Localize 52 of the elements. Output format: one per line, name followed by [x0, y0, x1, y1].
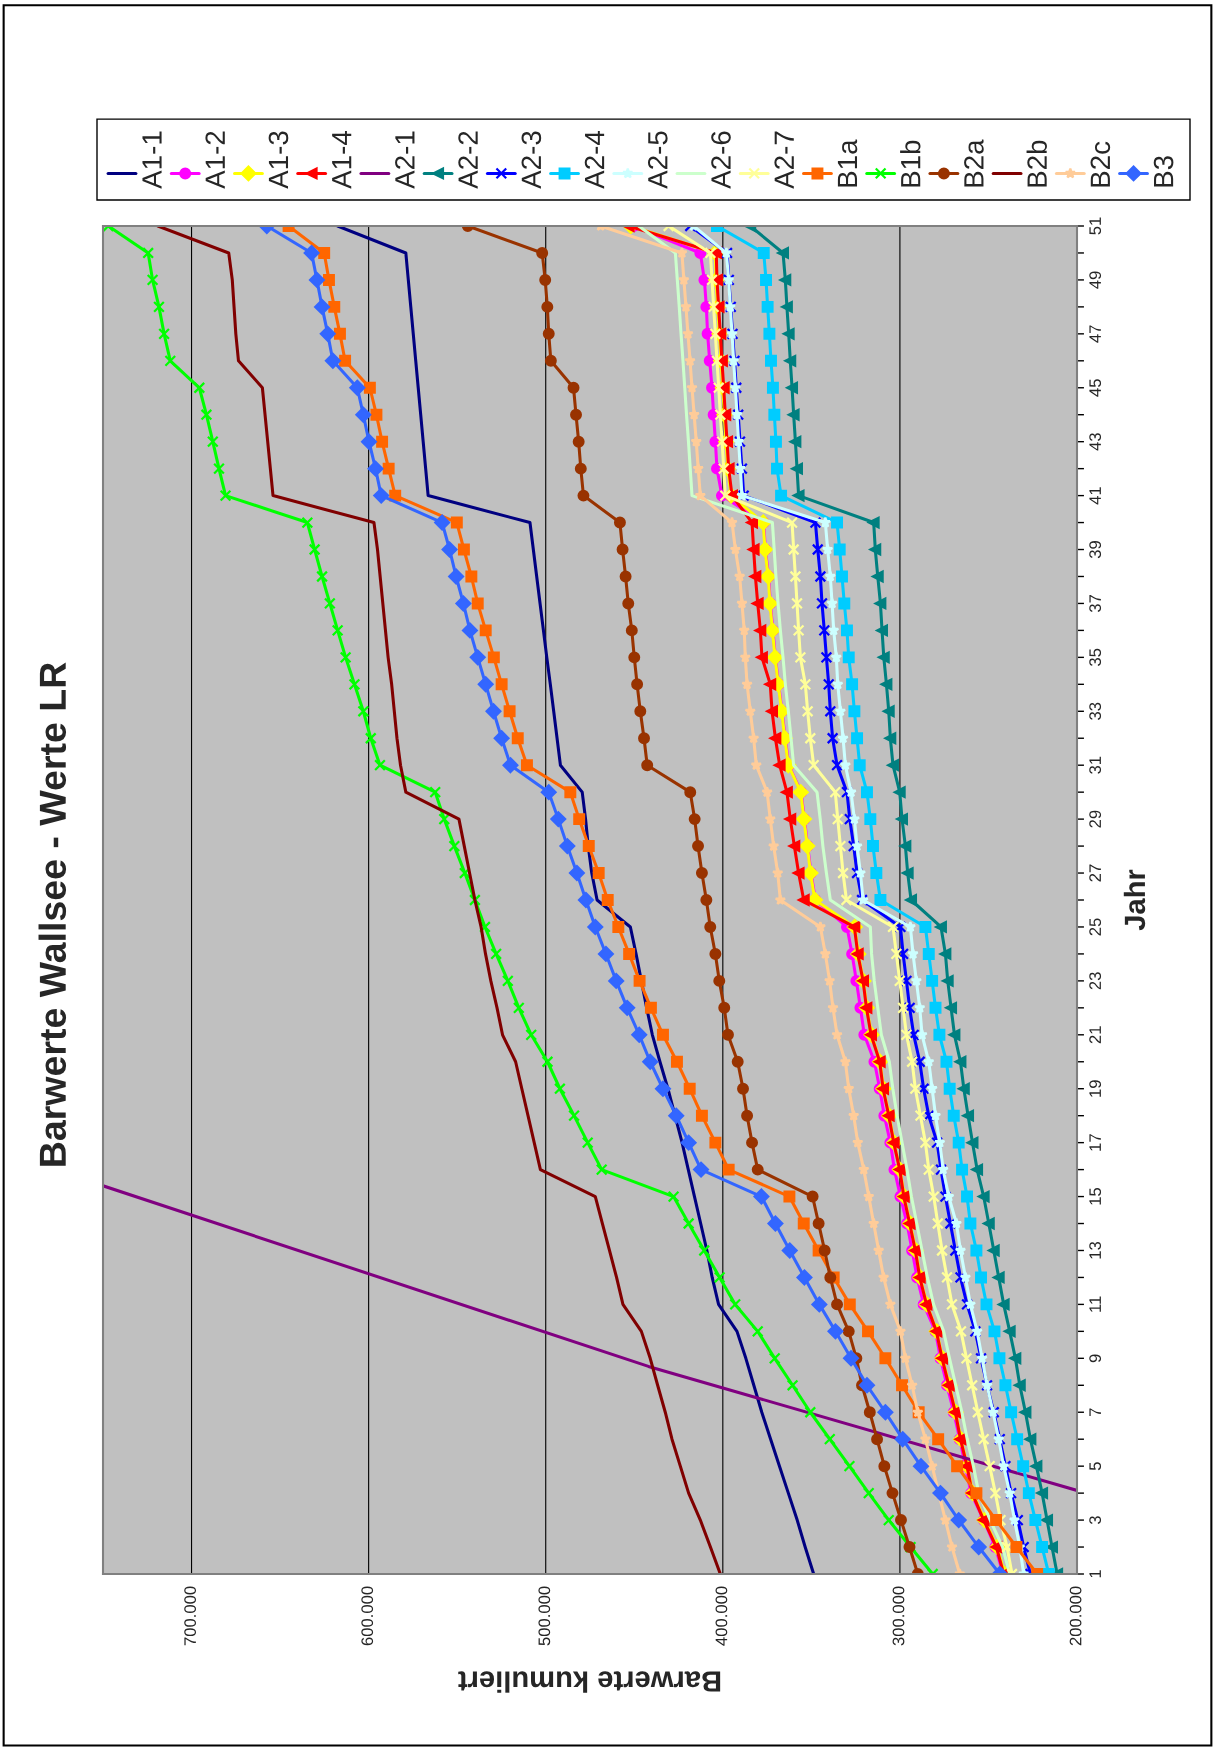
y-tick-label: 9: [1089, 1354, 1102, 1363]
x-tick-label: 400.000: [715, 1586, 728, 1646]
legend-label: A2-4: [584, 131, 605, 189]
legend-label: A2-6: [711, 131, 731, 189]
y-tick-label: 51: [1089, 217, 1102, 235]
y-tick-label: 15: [1089, 1187, 1102, 1205]
y-tick-label: 47: [1089, 325, 1101, 343]
y-tick-label: 31: [1089, 756, 1102, 774]
y-tick-label: 39: [1089, 541, 1102, 559]
y-tick-label: 21: [1089, 1026, 1101, 1044]
y-tick-label: 11: [1089, 1296, 1101, 1312]
y-tick-label: 23: [1089, 972, 1102, 990]
y-tick-label: 33: [1089, 702, 1102, 720]
text: Barwerte Wallsee - Werte LR: [38, 662, 67, 1166]
legend-label: B2b: [1026, 140, 1047, 187]
x-tick-label: 600.000: [361, 1586, 374, 1646]
legend-label: A2-3: [521, 131, 542, 189]
legend-label: B2a: [964, 139, 984, 187]
legend-label: B1b: [900, 140, 921, 187]
y-tick-label: 43: [1089, 433, 1102, 451]
x-tick-label: 300.000: [892, 1586, 905, 1646]
y-tick-label: 3: [1089, 1516, 1102, 1525]
legend-label: A1-2: [205, 131, 225, 189]
x-axis-title: Barwerte kumuliert: [458, 1671, 721, 1693]
x-tick-label: 500.000: [538, 1586, 551, 1646]
y-tick-label: 35: [1089, 648, 1102, 666]
y-axis-title: Jahr: [1123, 869, 1146, 931]
legend-label: B3: [1153, 156, 1174, 187]
y-tick-label: 41: [1089, 487, 1101, 505]
y-tick-label: 27: [1089, 864, 1101, 882]
y-tick-label: 1: [1089, 1570, 1101, 1578]
x-tick-label: 700.000: [184, 1586, 197, 1646]
y-tick-label: 19: [1089, 1080, 1102, 1097]
y-tick-label: 37: [1089, 595, 1102, 613]
legend-label: A1-1: [142, 131, 162, 189]
y-tick-label: 5: [1089, 1462, 1102, 1471]
legend-label: A2-5: [647, 131, 668, 189]
legend-label: B2c: [1090, 141, 1111, 187]
legend-label: A2-1: [395, 131, 415, 189]
legend-label: A2-2: [458, 131, 478, 189]
y-tick-label: 45: [1089, 379, 1102, 397]
legend-label: A1-4: [332, 131, 352, 189]
y-tick-label: 17: [1089, 1134, 1101, 1151]
y-tick-label: 7: [1089, 1408, 1101, 1417]
y-tick-label: 25: [1089, 918, 1102, 936]
y-tick-label: 29: [1089, 810, 1102, 828]
y-tick-label: 13: [1089, 1241, 1102, 1259]
x-tick-label: 200.000: [1069, 1586, 1082, 1646]
legend-label: B1a: [837, 139, 858, 187]
y-tick-label: 49: [1089, 271, 1102, 289]
legend-label: A2-7: [774, 131, 794, 189]
legend-label: A1-3: [268, 131, 289, 189]
